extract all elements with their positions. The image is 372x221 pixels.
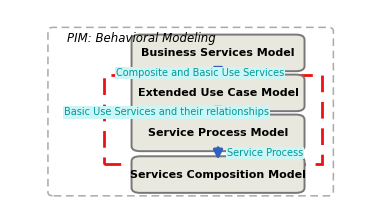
Text: Business Services Model: Business Services Model — [141, 48, 295, 58]
FancyBboxPatch shape — [132, 114, 305, 151]
Text: PIM: Behavioral Modeling: PIM: Behavioral Modeling — [67, 32, 215, 45]
FancyBboxPatch shape — [132, 35, 305, 71]
Text: Extended Use Case Model: Extended Use Case Model — [138, 88, 298, 98]
Text: Basic Use Services and their relationships: Basic Use Services and their relationshi… — [64, 107, 269, 117]
FancyBboxPatch shape — [132, 156, 305, 193]
Text: Service Process: Service Process — [227, 148, 303, 158]
Bar — [104, 75, 322, 164]
Text: Service Process Model: Service Process Model — [148, 128, 288, 138]
FancyBboxPatch shape — [132, 75, 305, 111]
Text: Services Composition Model: Services Composition Model — [130, 170, 306, 180]
Text: Composite and Basic Use Services: Composite and Basic Use Services — [116, 68, 284, 78]
